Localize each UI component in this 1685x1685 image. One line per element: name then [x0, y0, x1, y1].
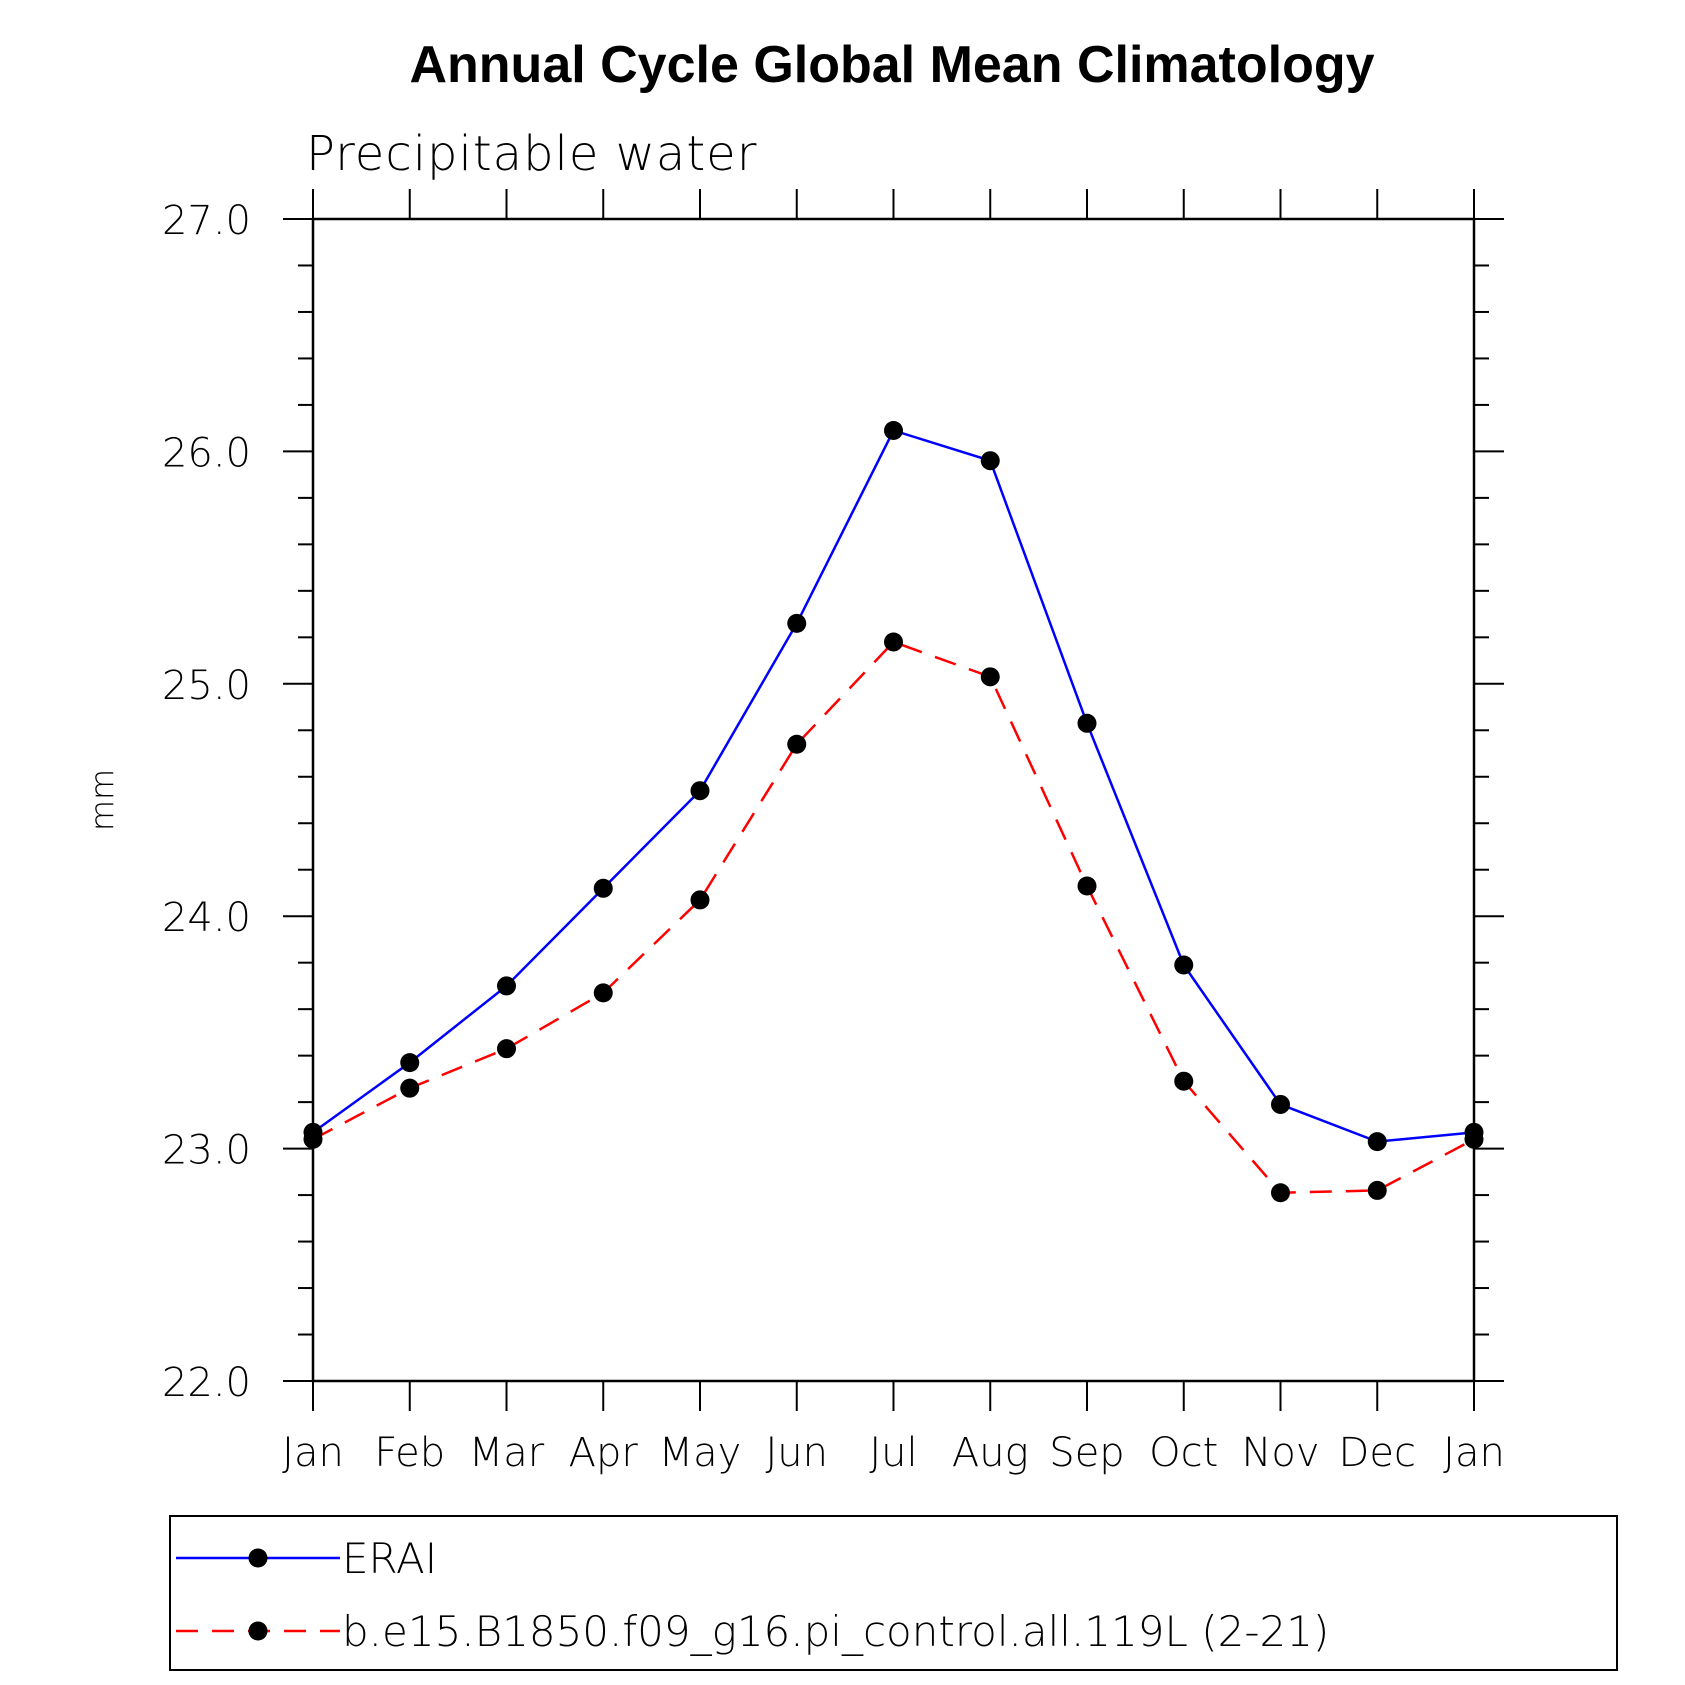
data-point-series-2: [980, 667, 1000, 687]
legend: ERAI b.e15.B1850.f09_g16.pi_control.all.1…: [169, 1515, 1618, 1671]
legend-marker-2: [248, 1621, 268, 1641]
x-tick-label: Jul: [869, 1430, 917, 1476]
y-axis-label: mm: [83, 769, 121, 831]
x-tick-label: Oct: [1149, 1430, 1218, 1476]
data-point-series-2: [1077, 876, 1097, 896]
y-tick-label: 25.0: [162, 663, 251, 709]
data-point-series-2: [1464, 1129, 1484, 1149]
axes: 22.0 23.0 24.0 25.0 26.0 27.0 Jan Feb Mar Apr May J…: [162, 189, 1505, 1476]
x-tick-label: Mar: [469, 1430, 545, 1476]
data-point-series-2: [690, 890, 710, 910]
x-tick-label: Jan: [282, 1430, 344, 1476]
plot-frame: [311, 217, 1476, 1383]
data-point-series-1: [884, 420, 903, 440]
legend-label-1: ERAI: [342, 1534, 437, 1583]
legend-box: [169, 1515, 1618, 1671]
x-tick-label: Dec: [1339, 1430, 1416, 1476]
x-tick-label: Nov: [1241, 1430, 1319, 1476]
x-tick-label: Jun: [766, 1430, 829, 1476]
data-point-series-1: [497, 976, 516, 996]
series-layer: [303, 420, 1484, 1203]
data-point-series-2: [787, 734, 807, 754]
data-point-series-2: [400, 1078, 420, 1098]
x-tick-label: Sep: [1049, 1430, 1124, 1476]
y-tick-label: 23.0: [162, 1128, 251, 1174]
data-point-series-2: [1367, 1180, 1387, 1200]
data-point-series-1: [1077, 713, 1097, 733]
y-tick-label: 22.0: [162, 1360, 251, 1406]
legend-marker-1: [248, 1548, 268, 1568]
x-tick-label: Apr: [569, 1430, 639, 1476]
y-tick-label: 24.0: [162, 895, 251, 941]
data-point-series-1: [787, 613, 807, 633]
data-point-series-1: [1271, 1094, 1290, 1114]
data-point-series-2: [593, 983, 613, 1003]
data-point-series-1: [690, 781, 710, 801]
x-tick-label: May: [659, 1430, 742, 1476]
data-point-series-1: [593, 878, 613, 898]
data-point-series-2: [884, 632, 903, 652]
x-tick-label: Feb: [374, 1430, 445, 1476]
y-tick-label: 27.0: [162, 198, 251, 244]
data-point-series-1: [1367, 1132, 1387, 1152]
data-point-series-2: [497, 1039, 516, 1059]
x-tick-label: Aug: [952, 1430, 1029, 1476]
legend-label-2: b.e15.B1850.f09_g16.pi_control.all.119L …: [342, 1607, 1329, 1656]
data-point-series-1: [400, 1053, 420, 1073]
chart-title: Annual Cycle Global Mean Climatology: [409, 36, 1374, 94]
data-point-series-1: [980, 451, 1000, 471]
data-point-series-2: [1174, 1071, 1194, 1091]
data-point-series-2: [1271, 1183, 1290, 1203]
x-tick-label: Jan: [1443, 1430, 1505, 1476]
data-point-series-1: [1174, 955, 1194, 975]
series-line-2: [312, 640, 1475, 1195]
series-line-1: [312, 428, 1475, 1143]
y-tick-label: 26.0: [162, 430, 251, 476]
chart-subtitle: Precipitable water: [306, 126, 757, 182]
data-point-series-2: [303, 1129, 323, 1149]
